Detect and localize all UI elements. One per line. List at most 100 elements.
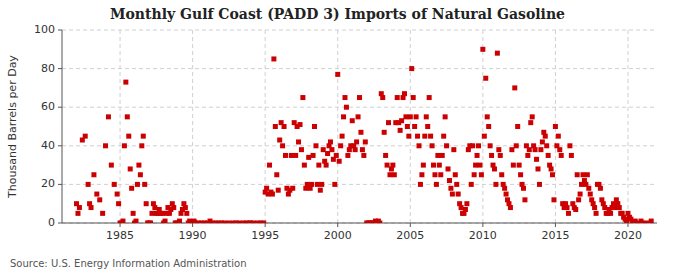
axes: 0204060801001985199019952000200520102015… bbox=[34, 23, 657, 242]
point bbox=[569, 153, 574, 158]
point bbox=[528, 120, 533, 125]
point bbox=[567, 143, 572, 148]
point bbox=[237, 221, 242, 224]
point bbox=[273, 124, 278, 129]
point bbox=[450, 192, 455, 197]
point bbox=[527, 147, 532, 152]
point bbox=[644, 221, 649, 224]
point bbox=[380, 95, 385, 100]
point bbox=[324, 163, 329, 168]
point bbox=[459, 205, 464, 210]
point bbox=[405, 124, 410, 129]
point bbox=[116, 201, 121, 206]
y-tick bbox=[58, 68, 62, 69]
point bbox=[504, 192, 509, 197]
point bbox=[402, 91, 407, 96]
point bbox=[141, 134, 146, 139]
y-tick-label: 100 bbox=[34, 23, 55, 36]
point bbox=[387, 172, 392, 177]
x-tick bbox=[337, 223, 338, 227]
point bbox=[325, 151, 330, 156]
point bbox=[415, 134, 420, 139]
point bbox=[270, 192, 275, 197]
point bbox=[421, 163, 426, 168]
point bbox=[546, 153, 551, 158]
point bbox=[261, 221, 266, 224]
point bbox=[395, 95, 400, 100]
point bbox=[120, 219, 125, 223]
point bbox=[537, 182, 542, 187]
point bbox=[315, 182, 320, 187]
point bbox=[319, 182, 324, 187]
point bbox=[473, 163, 478, 168]
x-tick bbox=[482, 223, 483, 227]
point bbox=[517, 163, 522, 168]
point bbox=[496, 147, 501, 152]
point bbox=[525, 153, 530, 158]
point bbox=[534, 157, 539, 162]
point bbox=[557, 147, 562, 152]
point bbox=[488, 143, 493, 148]
x-tick bbox=[192, 223, 193, 227]
point bbox=[437, 163, 442, 168]
point bbox=[385, 163, 390, 168]
point bbox=[106, 114, 111, 119]
point bbox=[125, 114, 130, 119]
point bbox=[440, 153, 445, 158]
point bbox=[427, 95, 432, 100]
point bbox=[134, 219, 139, 223]
point bbox=[337, 159, 342, 164]
point bbox=[148, 221, 153, 224]
y-axis-line bbox=[62, 30, 63, 223]
point bbox=[274, 172, 279, 177]
source-note: Source: U.S. Energy Information Administ… bbox=[10, 258, 247, 269]
point bbox=[361, 153, 366, 158]
point bbox=[109, 163, 114, 168]
point bbox=[386, 120, 391, 125]
point bbox=[543, 134, 548, 139]
point bbox=[332, 182, 337, 187]
point bbox=[138, 172, 143, 177]
point bbox=[300, 95, 305, 100]
x-tick-label: 1995 bbox=[251, 229, 279, 242]
y-tick-label: 60 bbox=[41, 100, 55, 113]
point bbox=[492, 166, 497, 171]
point bbox=[443, 114, 448, 119]
point bbox=[502, 186, 507, 191]
point bbox=[522, 197, 527, 202]
point bbox=[356, 114, 361, 119]
point bbox=[277, 138, 282, 143]
point bbox=[578, 192, 583, 197]
point bbox=[358, 130, 363, 135]
grid-line-x bbox=[337, 30, 338, 223]
point bbox=[411, 95, 416, 100]
point bbox=[103, 143, 108, 148]
point bbox=[482, 134, 487, 139]
grid-line-x bbox=[482, 30, 483, 223]
point bbox=[302, 163, 307, 168]
point bbox=[306, 155, 311, 160]
point bbox=[428, 134, 433, 139]
point bbox=[340, 134, 345, 139]
point bbox=[354, 139, 359, 144]
y-tick bbox=[58, 107, 62, 108]
point bbox=[177, 219, 182, 223]
grid-line-x bbox=[627, 30, 628, 223]
point bbox=[515, 124, 520, 129]
point bbox=[264, 186, 269, 191]
point bbox=[280, 143, 285, 148]
point bbox=[135, 182, 140, 187]
grid-line-x bbox=[120, 30, 121, 223]
x-tick-label: 2000 bbox=[324, 229, 352, 242]
point bbox=[89, 205, 94, 210]
point bbox=[335, 72, 340, 77]
point bbox=[536, 166, 541, 171]
point bbox=[499, 172, 504, 177]
point bbox=[498, 153, 503, 158]
point bbox=[530, 114, 535, 119]
point bbox=[540, 139, 545, 144]
point bbox=[222, 221, 227, 224]
x-tick-label: 1990 bbox=[179, 229, 207, 242]
point bbox=[299, 147, 304, 152]
y-tick-label: 80 bbox=[41, 62, 55, 75]
